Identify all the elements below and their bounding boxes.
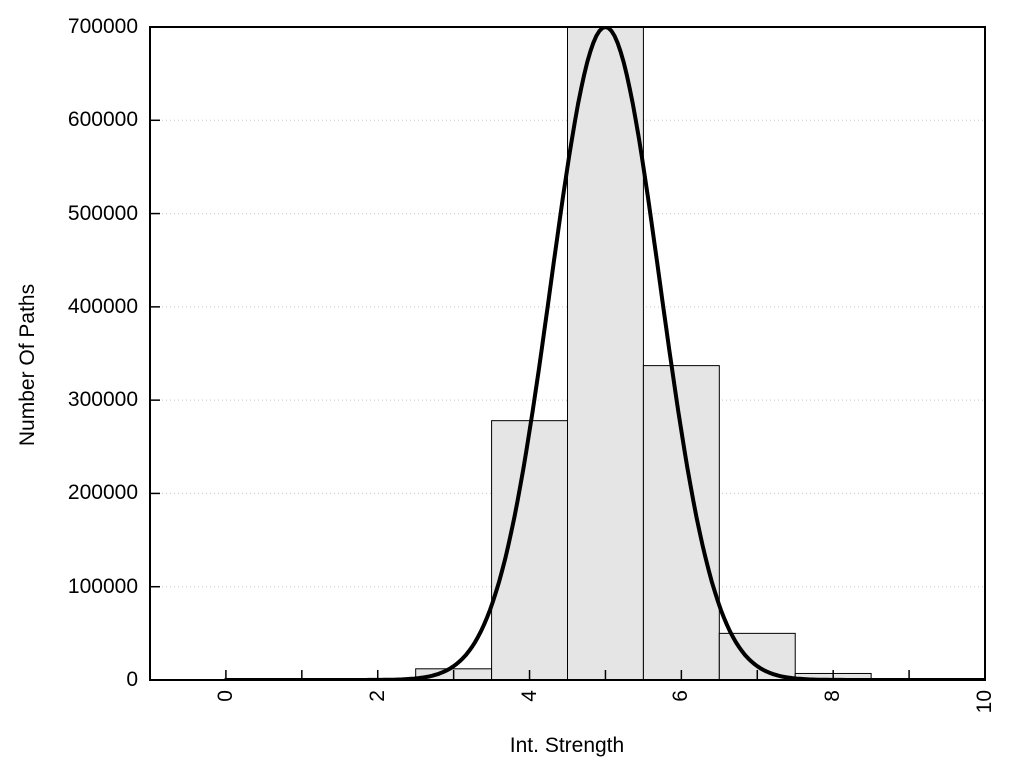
x-tick-label: 10 [973,690,996,714]
x-tick-label: 4 [517,690,541,702]
y-tick-label: 700000 [67,15,138,38]
y-tick-label: 200000 [67,481,138,505]
y-tick-label: 500000 [67,201,138,225]
y-tick-label: 0 [126,668,138,691]
y-tick-label: 400000 [67,294,138,318]
y-tick-label: 600000 [67,108,138,132]
x-tick-label: 0 [213,690,237,702]
y-tick-label: 300000 [67,388,138,412]
x-tick-label: 8 [821,690,845,702]
histogram-bar [567,26,644,681]
x-tick-label: 6 [669,690,693,702]
x-tick-label: 2 [365,690,389,702]
histogram-bar [642,365,720,681]
histogram-bar [491,420,568,681]
y-tick-label: 100000 [67,574,138,598]
x-axis-label: Int. Strength [509,734,625,757]
plot-border [149,26,986,681]
